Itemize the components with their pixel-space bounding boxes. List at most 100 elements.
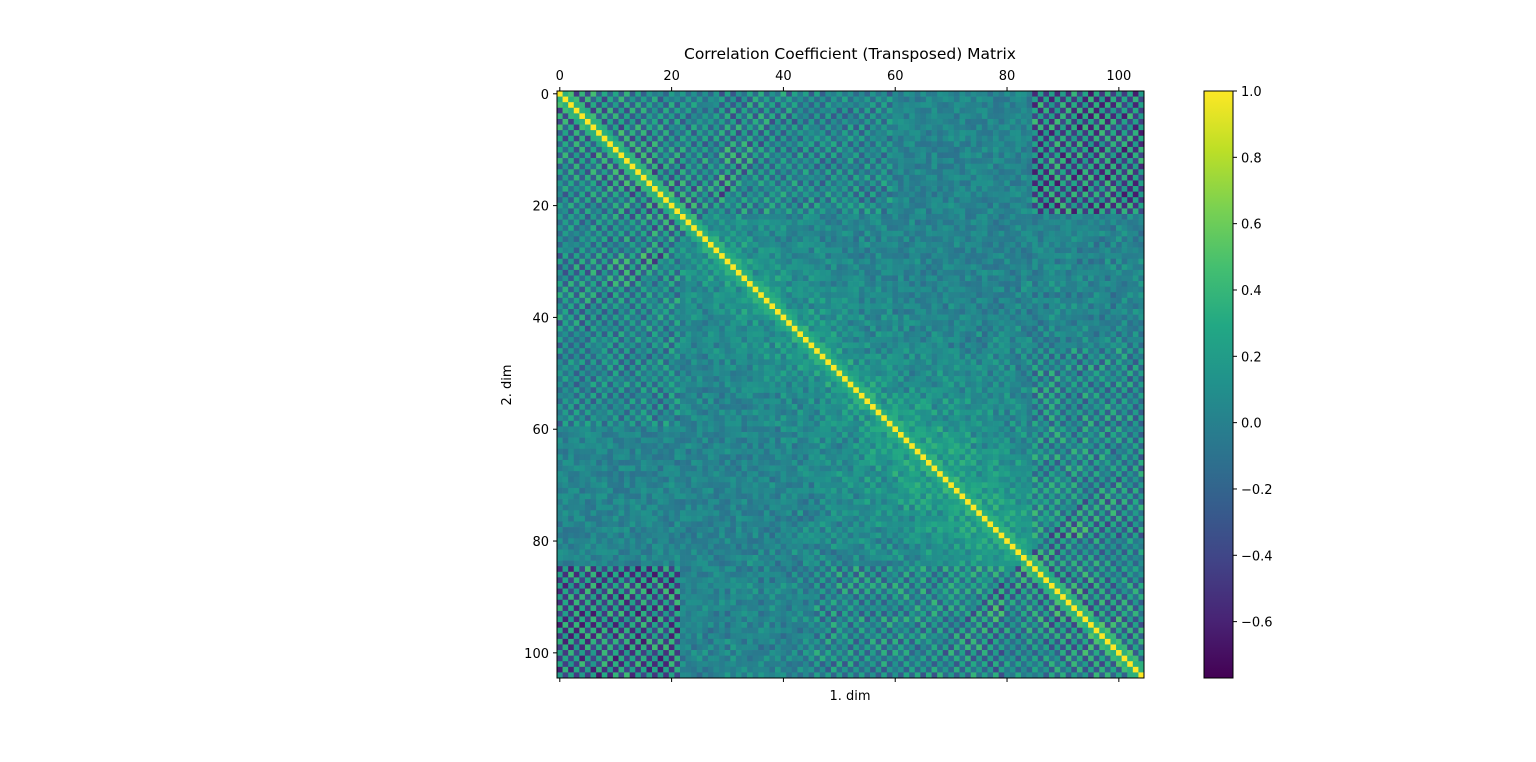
heatmap-cell	[1093, 191, 1100, 198]
heatmap-cell	[987, 275, 994, 282]
heatmap-cell	[730, 208, 737, 215]
heatmap-cell	[557, 275, 563, 282]
heatmap-cell	[791, 146, 798, 153]
heatmap-cell	[702, 247, 709, 254]
heatmap-cell	[953, 253, 960, 260]
heatmap-cell	[1021, 225, 1027, 232]
heatmap-cell	[981, 146, 988, 153]
heatmap-cell	[601, 241, 608, 248]
heatmap-cell	[993, 158, 999, 165]
heatmap-cell	[668, 191, 675, 198]
heatmap-cell	[903, 141, 910, 148]
heatmap-cell	[696, 275, 703, 282]
heatmap-cell	[909, 230, 916, 237]
heatmap-cell	[819, 225, 826, 232]
heatmap-cell	[808, 230, 815, 237]
heatmap-cell	[1121, 269, 1128, 276]
heatmap-cell	[1121, 124, 1128, 131]
heatmap-cell	[1121, 247, 1128, 254]
heatmap-cell	[1071, 186, 1078, 192]
heatmap-cell	[1037, 146, 1044, 153]
heatmap-cell	[640, 118, 647, 125]
heatmap-cell	[836, 314, 843, 321]
heatmap-cell	[668, 113, 675, 120]
heatmap-cell	[853, 247, 860, 254]
heatmap-cell	[624, 118, 631, 125]
heatmap-cell	[747, 247, 754, 254]
heatmap-cell	[830, 264, 837, 271]
heatmap-cell	[987, 253, 994, 260]
heatmap-cell	[1116, 309, 1122, 315]
heatmap-cell	[730, 191, 737, 198]
heatmap-cell	[624, 225, 631, 232]
heatmap-cell	[780, 180, 787, 187]
heatmap-cell	[1121, 275, 1128, 282]
heatmap-cell	[702, 124, 709, 131]
heatmap-cell	[679, 225, 686, 232]
heatmap-cell	[993, 292, 999, 299]
heatmap-cell	[1121, 158, 1128, 165]
heatmap-cell	[702, 348, 709, 355]
heatmap-cell	[976, 102, 983, 109]
heatmap-cell	[881, 342, 888, 349]
heatmap-cell	[1065, 281, 1072, 288]
heatmap-cell	[1088, 286, 1095, 293]
heatmap-cell	[1048, 247, 1055, 254]
heatmap-cell	[864, 169, 871, 176]
heatmap-cell	[937, 96, 944, 103]
heatmap-cell	[624, 141, 631, 148]
heatmap-cell	[1026, 163, 1033, 170]
heatmap-cell	[735, 320, 742, 327]
heatmap-cell	[758, 342, 765, 349]
heatmap-cell	[886, 107, 893, 114]
heatmap-cell	[965, 320, 972, 327]
heatmap-cell	[775, 91, 781, 97]
heatmap-cell	[719, 208, 726, 215]
heatmap-cell	[612, 292, 619, 299]
heatmap-cell	[1054, 130, 1061, 137]
heatmap-cell	[573, 241, 580, 248]
heatmap-cell	[607, 107, 614, 114]
heatmap-cell	[596, 186, 603, 192]
heatmap-cell	[1082, 96, 1089, 103]
heatmap-cell	[557, 336, 563, 343]
heatmap-cell	[1104, 91, 1111, 97]
heatmap-cell	[825, 286, 832, 293]
heatmap-cell	[775, 325, 781, 332]
heatmap-cell	[640, 325, 647, 332]
heatmap-cell	[1021, 130, 1027, 137]
heatmap-cell	[1132, 118, 1139, 125]
heatmap-cell	[1116, 135, 1122, 142]
heatmap-cell	[618, 135, 625, 142]
heatmap-cell	[775, 230, 781, 237]
heatmap-cell	[1026, 107, 1033, 114]
heatmap-cell	[993, 118, 999, 125]
heatmap-cell	[596, 213, 603, 220]
heatmap-cell	[959, 253, 966, 260]
heatmap-cell	[763, 180, 770, 187]
heatmap-cell	[752, 348, 759, 355]
heatmap-cell	[920, 342, 927, 349]
heatmap-cell	[903, 202, 910, 209]
heatmap-cell	[875, 124, 882, 131]
heatmap-cell	[719, 309, 726, 315]
heatmap-cell	[724, 353, 731, 360]
heatmap-cell	[1093, 146, 1100, 153]
heatmap-cell	[1048, 336, 1055, 343]
heatmap-cell	[557, 208, 563, 215]
heatmap-cell	[775, 281, 781, 288]
heatmap-cell	[1110, 303, 1117, 310]
heatmap-cell	[797, 124, 804, 131]
heatmap-cell	[590, 241, 597, 248]
heatmap-cell	[898, 342, 904, 349]
heatmap-cell	[735, 297, 742, 304]
heatmap-cell	[668, 158, 675, 165]
heatmap-cell	[993, 107, 999, 114]
heatmap-cell	[674, 247, 681, 254]
heatmap-cell	[903, 264, 910, 271]
heatmap-cell	[624, 208, 631, 215]
heatmap-cell	[976, 169, 983, 176]
heatmap-cell	[858, 113, 865, 120]
heatmap-cell	[987, 314, 994, 321]
heatmap-cell	[1026, 186, 1033, 192]
